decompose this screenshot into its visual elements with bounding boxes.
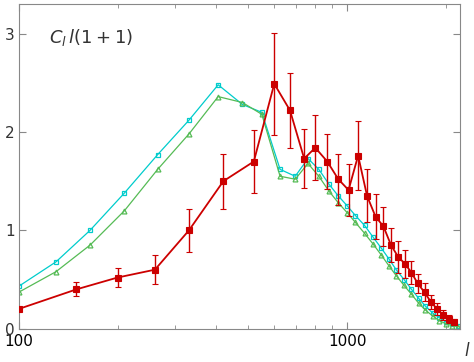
Text: $l$: $l$ [464,342,471,360]
Text: $C_l\,l(1+1)$: $C_l\,l(1+1)$ [49,27,134,48]
